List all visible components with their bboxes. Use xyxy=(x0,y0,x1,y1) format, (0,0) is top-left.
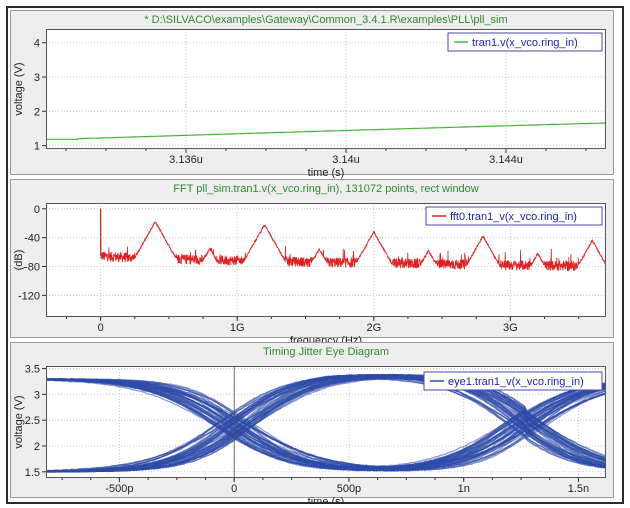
legend-box xyxy=(423,371,603,391)
y-tick-label: 3 xyxy=(34,389,40,401)
y-tick-label: -40 xyxy=(24,233,40,245)
y-axis-label: voltage (V) xyxy=(13,62,25,115)
legend-label: fft0.tran1_v(x_vco.ring_in) xyxy=(450,211,577,223)
y-tick-label: 4 xyxy=(34,38,40,50)
x-axis-label: time (s) xyxy=(308,167,345,179)
series-group xyxy=(46,366,606,478)
x-tick-label: 3.136u xyxy=(169,154,203,166)
x-tick-label: 1.5n xyxy=(568,483,589,495)
legend-label: eye1.tran1_v(x_vco.ring_in) xyxy=(448,376,584,388)
eye-trace xyxy=(46,377,606,473)
legend: eye1.tran1_v(x_vco.ring_in) xyxy=(423,371,603,391)
x-tick-label: 500p xyxy=(337,483,361,495)
y-tick-label: 1.5 xyxy=(25,467,40,479)
y-tick-label: 2.5 xyxy=(25,415,40,427)
chart-title: Timing Jitter Eye Diagram xyxy=(263,346,389,358)
x-tick-label: 1n xyxy=(458,483,470,495)
y-tick-label: 2 xyxy=(34,441,40,453)
x-tick-label: 3.14u xyxy=(332,154,360,166)
y-tick-label: -80 xyxy=(24,261,40,273)
fft-panel: FFT pll_sim.tran1.v(x_vco.ring_in), 1310… xyxy=(10,179,614,347)
transient-panel: * D:\SILVACO\examples\Gateway\Common_3.4… xyxy=(10,10,614,179)
x-tick-label: 3G xyxy=(503,322,518,334)
legend-label: tran1.v(x_vco.ring_in) xyxy=(472,37,578,49)
x-tick-label: -500p xyxy=(105,483,133,495)
y-tick-label: 3.5 xyxy=(25,364,40,376)
figure-frame: * D:\SILVACO\examples\Gateway\Common_3.4… xyxy=(6,6,624,508)
y-tick-label: 1 xyxy=(34,141,40,153)
legend-box xyxy=(447,32,603,52)
panel-border xyxy=(10,179,614,338)
y-tick-label: 0 xyxy=(34,204,40,216)
eye-trace xyxy=(46,374,606,473)
figure-svg: * D:\SILVACO\examples\Gateway\Common_3.4… xyxy=(10,10,614,508)
y-axis-label: (dB) xyxy=(13,250,25,271)
plot-border xyxy=(46,366,606,478)
x-axis-label: time (s) xyxy=(308,496,345,502)
y-axis-label: voltage (V) xyxy=(13,395,25,448)
series-line-tran1 xyxy=(46,122,606,140)
x-tick-label: 3.144u xyxy=(489,154,523,166)
x-tick-label: 1G xyxy=(230,322,245,334)
eye-trace xyxy=(46,375,606,473)
panel-border xyxy=(10,342,614,498)
panel-border xyxy=(10,10,614,175)
plot-border xyxy=(46,203,606,317)
series-group xyxy=(46,122,606,140)
x-tick-label: 0 xyxy=(231,483,237,495)
plot-border xyxy=(46,29,606,149)
chart-title: * D:\SILVACO\examples\Gateway\Common_3.4… xyxy=(144,14,507,26)
y-tick-label: -120 xyxy=(18,290,40,302)
eye-panel: Timing Jitter Eye Diagram -500p 0 500p 1n 1.5… xyxy=(10,342,614,508)
chart-title: FFT pll_sim.tran1.v(x_vco.ring_in), 1310… xyxy=(173,183,479,195)
series-line-fft0 xyxy=(100,208,606,272)
x-tick-label: 0 xyxy=(98,322,104,334)
x-tick-label: 2G xyxy=(366,322,381,334)
legend-box xyxy=(425,206,603,226)
eye-traces xyxy=(46,373,606,473)
series-group xyxy=(100,208,606,272)
y-tick-label: 3 xyxy=(34,72,40,84)
y-tick-label: 2 xyxy=(34,106,40,118)
eye-trace xyxy=(46,378,606,469)
legend: fft0.tran1_v(x_vco.ring_in) xyxy=(425,206,603,226)
legend: tran1.v(x_vco.ring_in) xyxy=(447,32,603,52)
